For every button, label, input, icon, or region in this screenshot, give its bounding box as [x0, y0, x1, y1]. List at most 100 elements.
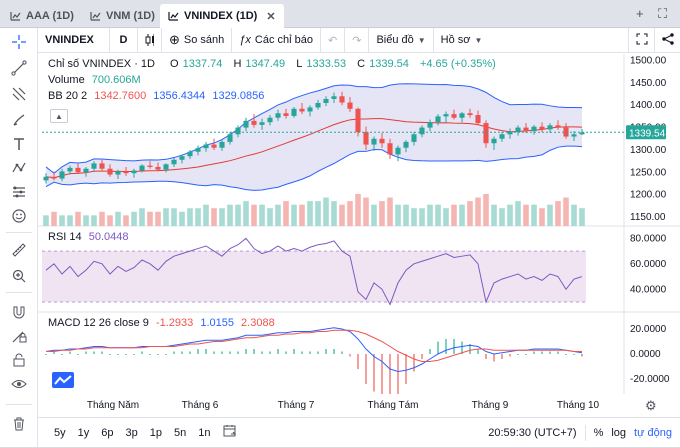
timeframe-6p[interactable]: 6p	[101, 426, 114, 439]
candle-body	[467, 113, 473, 116]
magnet-icon[interactable]	[9, 302, 29, 322]
expand-icon[interactable]: ⛶	[658, 6, 668, 21]
pitchfork-icon[interactable]	[9, 84, 29, 104]
timeframe-3p[interactable]: 3p	[125, 426, 138, 439]
candle-body	[451, 114, 457, 118]
macd-histogram-bar	[45, 354, 47, 355]
candle-body	[139, 165, 145, 171]
time-axis-label: Tháng 6	[181, 400, 219, 411]
macd-histogram-bar	[445, 339, 447, 354]
time-axis[interactable]: Tháng Năm Tháng 6 Tháng 7 Tháng Tám Tháng 9 T…	[38, 396, 638, 416]
macd-histogram-bar	[293, 349, 295, 354]
candle-body	[547, 125, 553, 130]
share-icon	[661, 33, 674, 48]
timeframe-5n[interactable]: 5n	[174, 426, 187, 439]
chart-area[interactable]: 1500.001450.001400.001350.001300.001250.…	[38, 54, 680, 394]
collapse-legend-button[interactable]: ▲	[50, 109, 68, 123]
rsi-axis-label: 60.0000	[630, 259, 667, 270]
chevron-down-icon: ▼	[417, 35, 426, 45]
volume-value: 700.606M	[91, 74, 141, 86]
volume-bar	[195, 208, 201, 226]
interval-button[interactable]: D	[110, 27, 138, 53]
prediction-icon[interactable]	[9, 182, 29, 202]
volume-bar	[371, 204, 377, 226]
text-icon[interactable]	[9, 134, 29, 154]
tab-vnm[interactable]: VNM (1D)	[82, 4, 163, 28]
macd-histogram-bar	[549, 351, 551, 354]
volume-bar	[267, 208, 273, 226]
macd-histogram-bar	[237, 351, 239, 354]
share-button[interactable]	[654, 28, 680, 53]
volume-bar	[435, 204, 441, 226]
zoom-in-icon[interactable]	[9, 266, 29, 286]
ruler-icon[interactable]	[9, 240, 29, 260]
trash-icon[interactable]	[9, 414, 29, 434]
macd-line	[45, 327, 583, 373]
crosshair-icon[interactable]	[9, 32, 29, 52]
candle-body	[163, 164, 169, 170]
macd-histogram-bar	[189, 351, 191, 354]
macd-histogram-bar	[253, 349, 255, 354]
profile-label: Hồ sơ	[440, 34, 471, 46]
volume-bar	[91, 215, 97, 226]
trend-line-icon[interactable]	[9, 58, 29, 78]
tab-aaa[interactable]: AAA (1D)	[2, 4, 82, 28]
symbol-search[interactable]: VNINDEX	[38, 27, 110, 53]
auto-scale-toggle[interactable]: tự động	[634, 427, 672, 439]
compare-button[interactable]: ⊕ So sánh	[162, 27, 233, 53]
volume-bar	[259, 204, 265, 226]
pattern-icon[interactable]	[9, 158, 29, 178]
candle-body	[355, 108, 361, 133]
macd-histogram-bar	[197, 349, 199, 354]
log-toggle[interactable]: log	[611, 427, 627, 439]
volume-bar	[291, 204, 297, 226]
timeframe-1p[interactable]: 1p	[149, 426, 162, 439]
timeframe-5y[interactable]: 5y	[54, 426, 66, 439]
close-icon[interactable]: ✕	[266, 10, 276, 23]
divider	[6, 232, 32, 233]
volume-bar	[227, 204, 233, 226]
percent-toggle[interactable]: %	[593, 427, 604, 439]
candle-body	[443, 114, 449, 117]
gear-icon[interactable]: ⚙	[645, 398, 657, 413]
volume-bar	[203, 204, 209, 226]
logo-icon[interactable]	[52, 372, 74, 388]
profile-dropdown[interactable]: Hồ sơ ▼	[434, 28, 490, 53]
plus-icon[interactable]: +	[636, 6, 644, 21]
goto-date-icon[interactable]	[223, 424, 237, 441]
volume-bar	[579, 208, 585, 226]
brush-icon[interactable]	[9, 110, 29, 130]
eye-icon[interactable]	[9, 374, 29, 394]
lock-icon[interactable]	[9, 350, 29, 370]
macd-histogram-bar	[61, 354, 63, 355]
candle-body	[203, 144, 209, 149]
macd-histogram-bar	[413, 354, 415, 372]
lock-draw-icon[interactable]	[9, 326, 29, 346]
fullscreen-button[interactable]	[628, 28, 654, 53]
indicators-button[interactable]: ƒx Các chỉ báo	[232, 27, 321, 53]
undo-button[interactable]: ↶	[321, 27, 346, 53]
chart-canvas[interactable]: 1500.001450.001400.001350.001300.001250.…	[38, 54, 680, 394]
legend-close: C 1339.54	[357, 58, 409, 70]
redo-button[interactable]: ↷	[345, 27, 370, 53]
chart-icon	[10, 11, 21, 21]
candle-body	[91, 163, 97, 169]
macd-histogram-bar	[581, 354, 583, 357]
volume-bar	[403, 204, 409, 226]
chart-type-dropdown[interactable]: Biểu đồ ▼	[369, 27, 434, 53]
macd-histogram-bar	[165, 354, 167, 355]
emoji-icon[interactable]	[9, 206, 29, 226]
candle-body	[419, 127, 425, 135]
clock-display[interactable]: 20:59:30 (UTC+7)	[488, 427, 577, 439]
legend-open: O 1337.74	[170, 58, 223, 70]
tab-vnindex[interactable]: VNINDEX (1D) ✕	[160, 4, 284, 28]
volume-bar	[395, 204, 401, 226]
macd-histogram-bar	[485, 354, 487, 359]
volume-bar	[243, 201, 249, 226]
timeframe-1y[interactable]: 1y	[77, 426, 90, 439]
rsi-label: RSI 14	[48, 231, 82, 243]
chevron-down-icon: ▼	[474, 35, 483, 45]
candles-icon[interactable]	[138, 27, 162, 53]
candle-body	[123, 171, 129, 174]
timeframe-1n[interactable]: 1n	[198, 426, 211, 439]
